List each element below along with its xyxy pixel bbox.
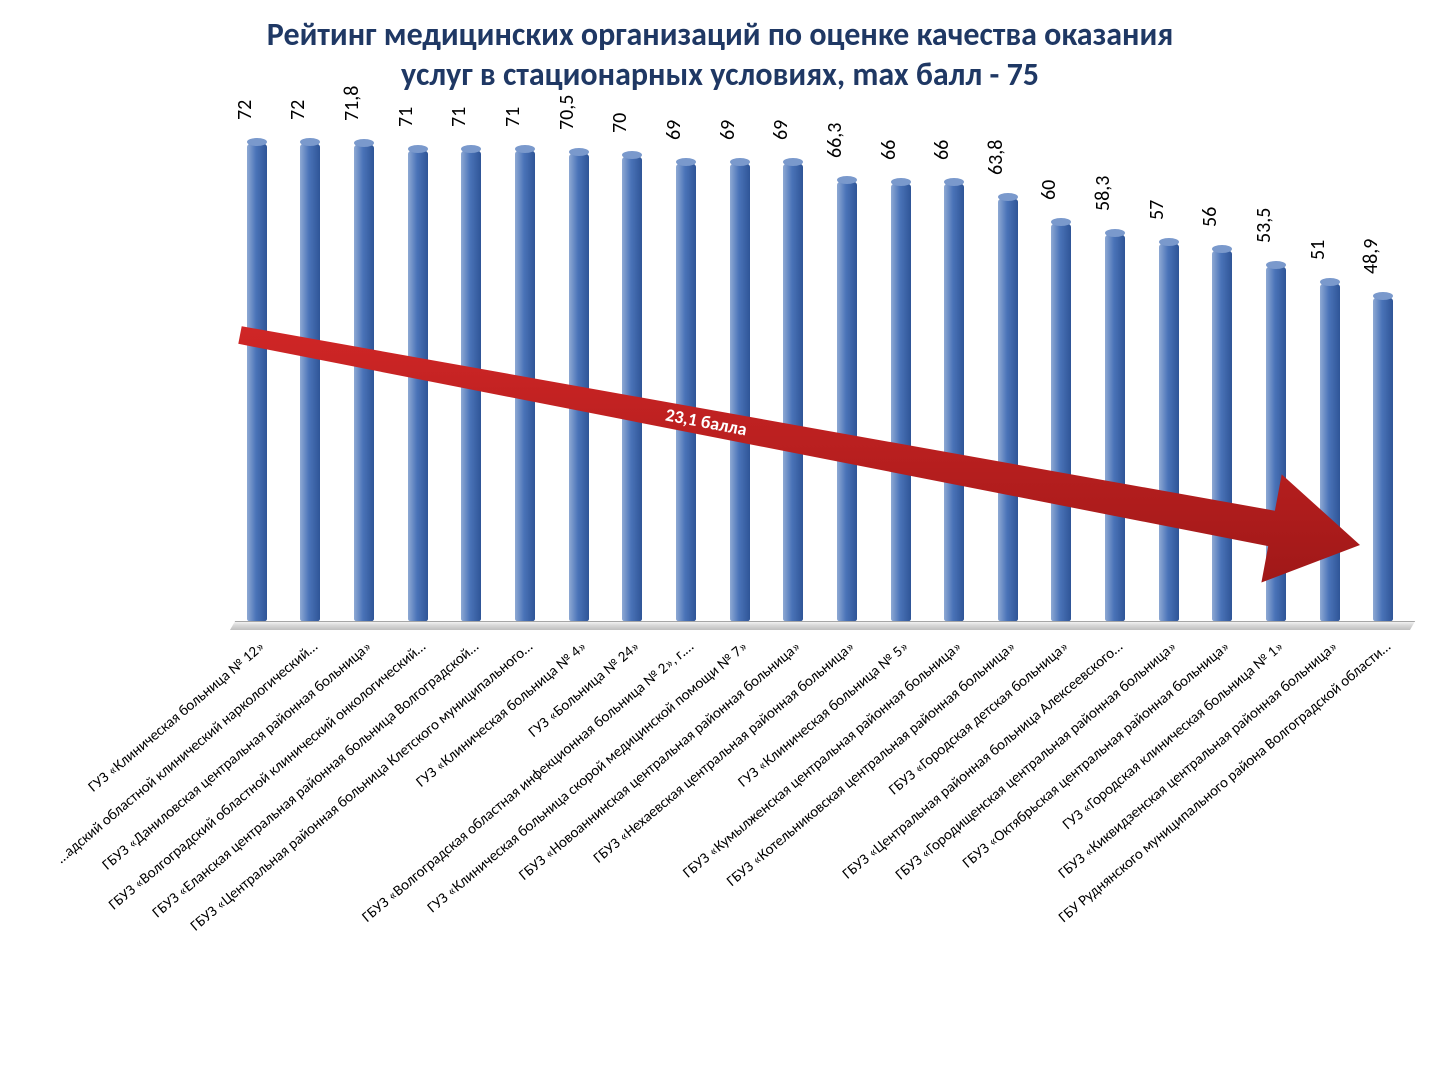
bar-slot: 51 [1303, 282, 1357, 622]
bar-value-label: 58,3 [1091, 176, 1115, 211]
bar [837, 180, 857, 622]
bar-value-label: 71 [394, 107, 418, 127]
bar-top-ellipse [515, 145, 535, 153]
chart-plot: 727271,871717170,57069696966,3666663,860… [230, 110, 1410, 630]
bar-top-ellipse [1159, 238, 1179, 246]
bar-value-label: 66 [930, 140, 954, 160]
bar-slot: 58,3 [1088, 233, 1142, 622]
category-label-slot: ГБУ Руднянского муниципального района Во… [1356, 638, 1410, 1018]
bar-value-label: 72 [233, 100, 257, 120]
bar-slot: 66 [874, 182, 928, 622]
bar-value-label: 70 [608, 113, 632, 133]
bar-slot: 69 [659, 162, 713, 622]
bar-top-ellipse [408, 145, 428, 153]
bar-slot: 66 [927, 182, 981, 622]
bar-top-ellipse [676, 158, 696, 166]
title-line-2: услуг в стационарных условиях, max балл … [60, 55, 1380, 95]
bar [300, 142, 320, 622]
category-labels-row: ГУЗ «Клиническая больница № 12»…адский о… [230, 638, 1410, 1018]
bar [1105, 233, 1125, 622]
bar [1320, 282, 1340, 622]
bar-top-ellipse [891, 178, 911, 186]
bar [891, 182, 911, 622]
bar [461, 149, 481, 622]
bar-slot: 72 [284, 142, 338, 622]
bar-value-label: 66,3 [823, 123, 847, 158]
bar-slot: 63,8 [981, 197, 1035, 622]
bar [569, 152, 589, 622]
bar-slot: 69 [713, 162, 767, 622]
bar-slot: 71 [498, 149, 552, 622]
bar [1266, 265, 1286, 622]
bars-row: 727271,871717170,57069696966,3666663,860… [230, 110, 1410, 622]
bar-value-label: 69 [716, 120, 740, 140]
bar-slot: 70,5 [552, 152, 606, 622]
bar [1373, 296, 1393, 622]
chart-container: 727271,871717170,57069696966,3666663,860… [30, 110, 1410, 1018]
bar-value-label: 51 [1306, 240, 1330, 260]
bar [783, 162, 803, 622]
bar-top-ellipse [998, 193, 1018, 201]
bar-value-label: 56 [1198, 207, 1222, 227]
bar-slot: 70 [605, 155, 659, 622]
bar-slot: 48,9 [1356, 296, 1410, 622]
bar [730, 162, 750, 622]
bar [515, 149, 535, 622]
bar-value-label: 66 [877, 140, 901, 160]
bar-top-ellipse [569, 148, 589, 156]
bar [676, 162, 696, 622]
title-line-1: Рейтинг медицинских организаций по оценк… [60, 15, 1380, 55]
bar-value-label: 71,8 [340, 86, 364, 121]
bar-slot: 69 [766, 162, 820, 622]
bar-value-label: 70,5 [555, 95, 579, 130]
bar-slot: 57 [1142, 242, 1196, 622]
bar-top-ellipse [1266, 261, 1286, 269]
bar-value-label: 71 [447, 107, 471, 127]
bar-top-ellipse [944, 178, 964, 186]
bar [944, 182, 964, 622]
bar-value-label: 60 [1037, 180, 1061, 200]
bar-top-ellipse [1212, 245, 1232, 253]
bar [622, 155, 642, 622]
bar [998, 197, 1018, 622]
bar-top-ellipse [837, 176, 857, 184]
bar-slot: 71,8 [337, 143, 391, 622]
bar-slot: 66,3 [820, 180, 874, 622]
bar-value-label: 53,5 [1252, 208, 1276, 243]
bar-top-ellipse [1051, 218, 1071, 226]
bar-slot: 53,5 [1249, 265, 1303, 622]
bar [354, 143, 374, 622]
bar [408, 149, 428, 622]
bar [1212, 249, 1232, 622]
bar-slot: 71 [445, 149, 499, 622]
chart-baseline [230, 621, 1415, 630]
bar-top-ellipse [300, 138, 320, 146]
bar-slot: 71 [391, 149, 445, 622]
bar-top-ellipse [622, 151, 642, 159]
bar-value-label: 72 [286, 100, 310, 120]
bar [1159, 242, 1179, 622]
bar-value-label: 57 [1145, 200, 1169, 220]
bar-value-label: 69 [662, 120, 686, 140]
bar-top-ellipse [1320, 278, 1340, 286]
bar-value-label: 63,8 [984, 140, 1008, 175]
bar-top-ellipse [1105, 229, 1125, 237]
bar-slot: 56 [1196, 249, 1250, 622]
bar-top-ellipse [247, 138, 267, 146]
bar-value-label: 71 [501, 107, 525, 127]
bar [247, 142, 267, 622]
bar-slot: 60 [1035, 222, 1089, 622]
bar-top-ellipse [730, 158, 750, 166]
bar-top-ellipse [783, 158, 803, 166]
bar-slot: 72 [230, 142, 284, 622]
bar-top-ellipse [354, 139, 374, 147]
chart-title: Рейтинг медицинских организаций по оценк… [0, 0, 1440, 100]
bar-value-label: 69 [769, 120, 793, 140]
bar-top-ellipse [1373, 292, 1393, 300]
bar-top-ellipse [461, 145, 481, 153]
bar-value-label: 48,9 [1359, 239, 1383, 274]
bar [1051, 222, 1071, 622]
